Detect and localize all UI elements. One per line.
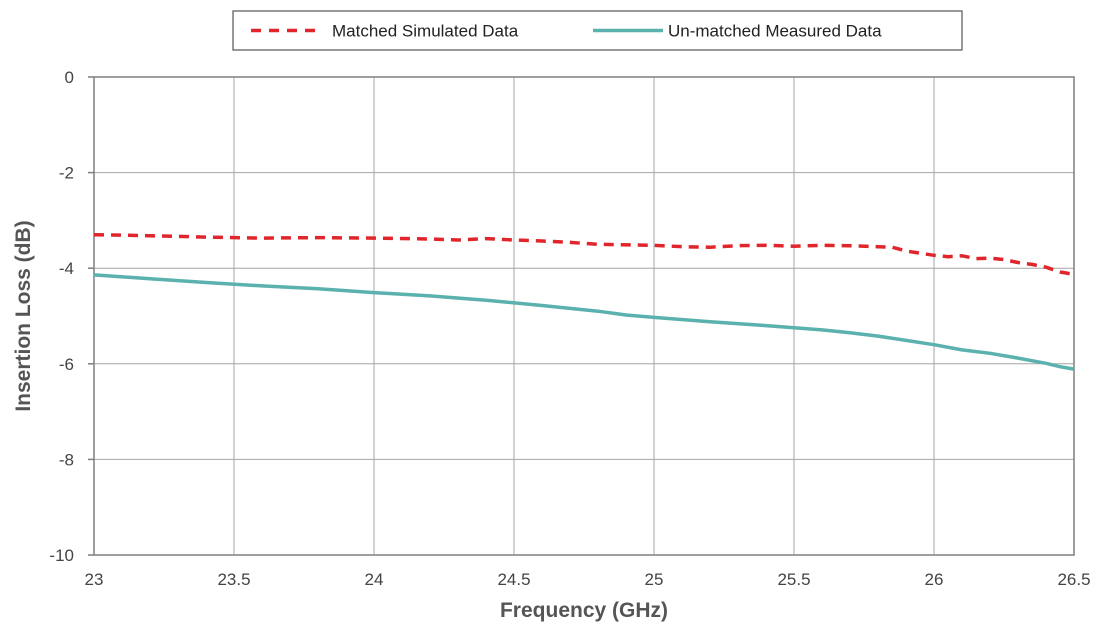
x-tick-label: 23 [85,570,104,589]
series-line-unmatched-measured [93,273,1075,371]
plot-area-frame [93,76,1075,556]
x-tick-label: 25.5 [777,570,810,589]
x-tick-label: 25 [645,570,664,589]
x-axis-tick-labels: 23 23.5 24 24.5 25 25.5 26 26.5 [85,570,1091,589]
x-tick-label: 24 [365,570,384,589]
y-tick-label: -2 [59,164,74,183]
legend-label-unmatched-measured: Un-matched Measured Data [668,22,882,41]
y-tick-label: -6 [59,355,74,374]
y-tick-label: 0 [65,68,74,87]
x-tick-label: 26.5 [1057,570,1090,589]
x-tick-label: 23.5 [217,570,250,589]
y-tick-label: -4 [59,259,74,278]
y-tick-label: -10 [49,546,74,565]
x-tick-label: 26 [925,570,944,589]
legend: Matched Simulated Data Un-matched Measur… [232,10,963,51]
x-tick-label: 24.5 [497,570,530,589]
y-axis-title: Insertion Loss (dB) [12,220,35,411]
series-line-matched-simulated [93,232,1075,277]
legend-label-matched-simulated: Matched Simulated Data [332,22,519,41]
x-axis-title: Frequency (GHz) [500,599,668,622]
y-tick-label: -8 [59,450,74,469]
gridlines [94,77,1074,555]
y-axis-tick-labels: 0 -2 -4 -6 -8 -10 [49,68,94,565]
